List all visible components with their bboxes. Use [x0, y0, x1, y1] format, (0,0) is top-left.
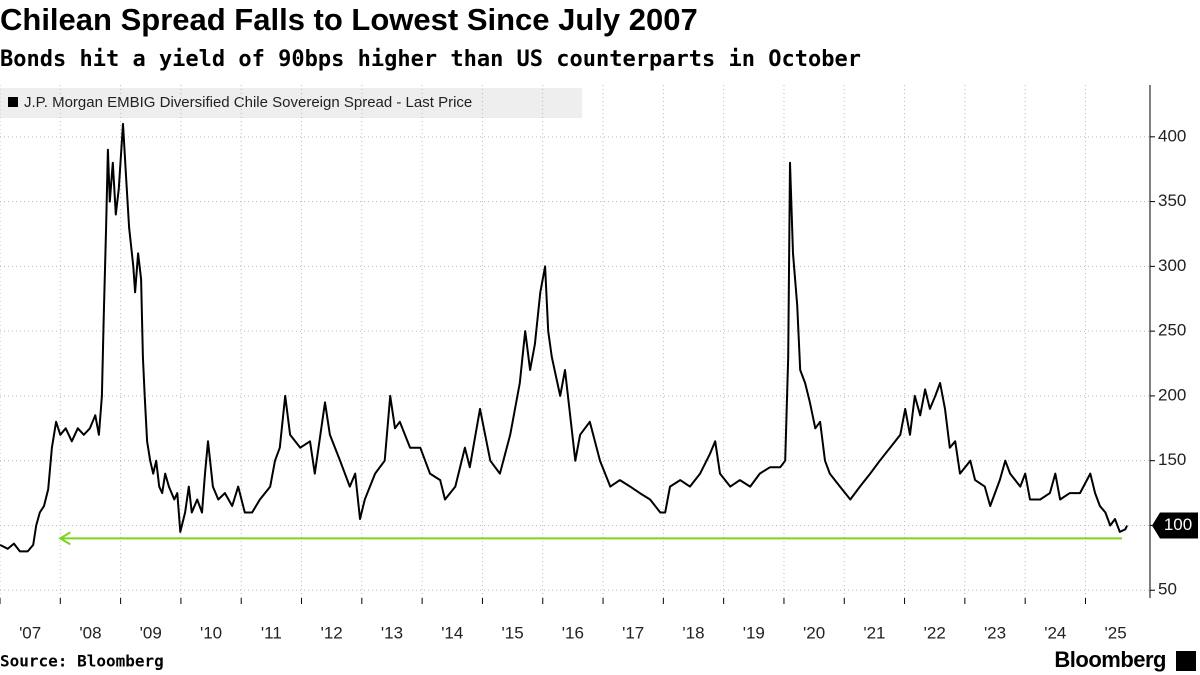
chart-subtitle: Bonds hit a yield of 90bps higher than U…: [0, 47, 861, 72]
x-tick-label: '16: [562, 623, 584, 642]
y-tick-label: 300: [1158, 256, 1186, 275]
brand-icon: [1176, 651, 1196, 671]
chart-title: Chilean Spread Falls to Lowest Since Jul…: [0, 2, 698, 37]
x-tick-label: '22: [924, 623, 946, 642]
y-tick-label: 200: [1158, 385, 1186, 404]
x-tick-label: '12: [321, 623, 343, 642]
x-tick-label: '19: [743, 623, 765, 642]
x-tick-label: '23: [984, 623, 1006, 642]
x-tick-label: '24: [1044, 623, 1066, 642]
x-tick-label: '10: [200, 623, 222, 642]
y-tick-label: 50: [1158, 580, 1177, 599]
x-tick-label: '25: [1105, 623, 1127, 642]
last-price-tag: [1152, 512, 1198, 539]
x-tick-label: '13: [381, 623, 403, 642]
x-tick-label: '09: [140, 623, 162, 642]
x-tick-label: '21: [863, 623, 885, 642]
legend-swatch: [8, 97, 18, 107]
last-price-label: 100: [1164, 515, 1192, 534]
series-line: [0, 122, 1129, 553]
y-tick-label: 150: [1158, 450, 1186, 469]
x-tick-label: '20: [803, 623, 825, 642]
x-tick-label: '14: [441, 623, 463, 642]
x-tick-label: '18: [682, 623, 704, 642]
y-tick-label: 400: [1158, 126, 1186, 145]
x-tick-label: '17: [622, 623, 644, 642]
x-tick-label: '15: [502, 623, 524, 642]
source: Source: Bloomberg: [0, 652, 164, 671]
x-tick-label: '07: [19, 623, 41, 642]
y-tick-label: 250: [1158, 321, 1186, 340]
brand-logo: Bloomberg: [1054, 647, 1166, 672]
legend-box: [0, 88, 582, 118]
x-tick-label: '08: [79, 623, 101, 642]
reference-arrowhead: [58, 531, 71, 546]
legend-label: J.P. Morgan EMBIG Diversified Chile Sove…: [24, 94, 472, 111]
y-tick-label: 350: [1158, 191, 1186, 210]
x-tick-label: '11: [261, 623, 282, 642]
